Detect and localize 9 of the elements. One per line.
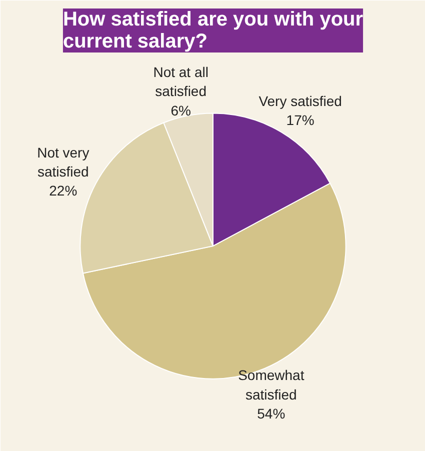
slice-label: Not at all satisfied: [153, 64, 208, 100]
data-label: 17%: [286, 112, 314, 128]
slice-label: Not very satisfied: [37, 144, 90, 180]
slice-label: Very satisfied: [258, 93, 342, 110]
data-label: 6%: [170, 102, 191, 118]
data-label: 22%: [49, 182, 78, 199]
data-label: 54%: [257, 406, 286, 422]
slice-label: Somewhat satisfied: [238, 367, 304, 402]
chart-title: How satisfied are you with your current salary?: [62, 8, 364, 52]
